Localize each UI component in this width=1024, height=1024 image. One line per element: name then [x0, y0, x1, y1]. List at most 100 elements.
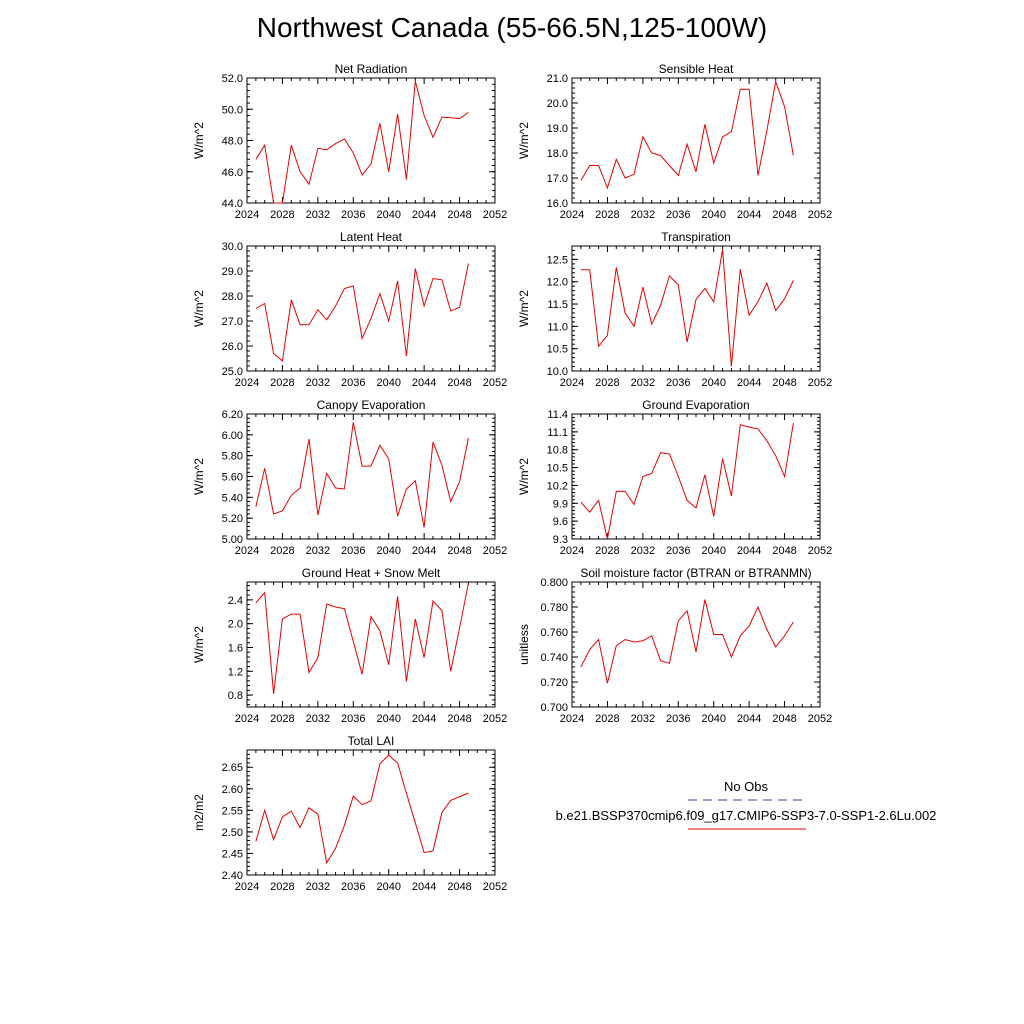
x-tick-label: 2048 [447, 881, 471, 893]
x-tick-label: 2040 [701, 713, 725, 725]
y-tick-label: 0.760 [540, 627, 568, 639]
x-tick-label: 2048 [447, 545, 471, 557]
x-tick-label: 2036 [341, 545, 365, 557]
chart-title: Ground Evaporation [642, 398, 749, 412]
x-tick-label: 2024 [235, 881, 259, 893]
series-line [580, 422, 794, 540]
x-tick-label: 2028 [270, 377, 294, 389]
x-tick-label: 2040 [376, 713, 400, 725]
x-tick-label: 2024 [235, 545, 259, 557]
x-tick-label: 2048 [772, 377, 796, 389]
y-tick-label: 5.40 [222, 492, 243, 504]
chart-panel: Soil moisture factor (BTRAN or BTRANMN) u… [517, 566, 832, 725]
x-tick-label: 2048 [447, 713, 471, 725]
y-tick-label: 30.0 [222, 241, 243, 253]
chart-panel: Transpiration W/m^2 2024 2028 2032 2036 2040 20… [517, 230, 832, 389]
y-tick-label: 11.0 [547, 321, 568, 333]
series-line [580, 249, 794, 367]
y-tick-label: 0.700 [540, 702, 568, 714]
x-tick-label: 2044 [412, 377, 436, 389]
y-tick-label: 9.9 [553, 498, 568, 510]
chart-panel: Ground Heat + Snow Melt W/m^2 2024 2028 2032… [192, 566, 507, 725]
page-title: Northwest Canada (55-66.5N,125-100W) [256, 12, 768, 43]
y-tick-label: 0.740 [540, 652, 568, 664]
plot-frame [246, 77, 496, 204]
y-tick-label: 2.50 [222, 827, 243, 839]
x-tick-label: 2044 [412, 713, 436, 725]
x-tick-label: 2048 [772, 545, 796, 557]
x-tick-label: 2024 [560, 377, 584, 389]
x-tick-label: 2040 [376, 881, 400, 893]
series-line [580, 79, 794, 190]
x-tick-label: 2040 [701, 377, 725, 389]
x-tick-label: 2024 [235, 713, 259, 725]
x-tick-label: 2052 [483, 377, 507, 389]
x-tick-label: 2048 [772, 209, 796, 221]
y-tick-label: 2.4 [228, 595, 243, 607]
series-line [255, 583, 469, 694]
x-tick-label: 2048 [772, 713, 796, 725]
x-tick-label: 2036 [341, 377, 365, 389]
y-tick-label: 17.0 [547, 173, 568, 185]
y-tick-label: 18.0 [547, 148, 568, 160]
y-axis-label: W/m^2 [192, 458, 206, 495]
y-tick-label: 10.5 [547, 463, 568, 475]
y-tick-label: 5.20 [222, 513, 243, 525]
plot-frame [571, 77, 821, 204]
chart-title: Canopy Evaporation [317, 398, 426, 412]
y-tick-label: 9.3 [553, 534, 568, 546]
x-tick-label: 2028 [270, 545, 294, 557]
y-tick-label: 0.8 [228, 690, 243, 702]
y-tick-label: 2.40 [222, 870, 243, 882]
y-tick-label: 48.0 [222, 136, 243, 148]
y-tick-label: 5.80 [222, 451, 243, 463]
y-tick-label: 11.1 [547, 427, 568, 439]
y-tick-label: 1.2 [228, 666, 243, 678]
series-line [255, 263, 469, 362]
chart-title: Latent Heat [340, 230, 403, 244]
x-tick-label: 2024 [560, 545, 584, 557]
x-tick-label: 2040 [701, 545, 725, 557]
y-tick-label: 10.5 [547, 344, 568, 356]
x-tick-label: 2024 [560, 713, 584, 725]
plot-frame [246, 413, 496, 540]
x-tick-label: 2032 [631, 209, 655, 221]
y-tick-label: 2.45 [222, 848, 243, 860]
y-tick-label: 26.0 [222, 341, 243, 353]
x-tick-label: 2048 [447, 377, 471, 389]
y-tick-label: 27.0 [222, 316, 243, 328]
plot-frame [571, 245, 821, 372]
x-tick-label: 2036 [341, 881, 365, 893]
y-tick-label: 16.0 [547, 198, 568, 210]
x-tick-label: 2032 [306, 209, 330, 221]
y-tick-label: 0.780 [540, 602, 568, 614]
x-tick-label: 2032 [631, 713, 655, 725]
x-tick-label: 2032 [631, 377, 655, 389]
x-tick-label: 2028 [595, 377, 619, 389]
x-tick-label: 2028 [595, 209, 619, 221]
y-tick-label: 2.55 [222, 805, 243, 817]
x-tick-label: 2036 [666, 545, 690, 557]
x-tick-label: 2052 [808, 377, 832, 389]
plot-frame [571, 581, 821, 708]
y-tick-label: 44.0 [222, 198, 243, 210]
plot-frame [246, 749, 496, 876]
y-tick-label: 5.60 [222, 472, 243, 484]
x-tick-label: 2028 [270, 209, 294, 221]
y-tick-label: 6.00 [222, 430, 243, 442]
plot-frame [246, 581, 496, 708]
x-tick-label: 2032 [306, 377, 330, 389]
y-tick-label: 25.0 [222, 366, 243, 378]
x-tick-label: 2052 [483, 209, 507, 221]
series-line [255, 80, 469, 204]
x-tick-label: 2024 [235, 209, 259, 221]
x-tick-label: 2032 [306, 881, 330, 893]
x-tick-label: 2028 [270, 713, 294, 725]
x-tick-label: 2052 [483, 713, 507, 725]
y-tick-label: 52.0 [222, 73, 243, 85]
x-tick-label: 2024 [235, 377, 259, 389]
x-tick-label: 2052 [483, 881, 507, 893]
chart-title: Sensible Heat [659, 62, 734, 76]
x-tick-label: 2044 [412, 545, 436, 557]
x-tick-label: 2044 [412, 881, 436, 893]
